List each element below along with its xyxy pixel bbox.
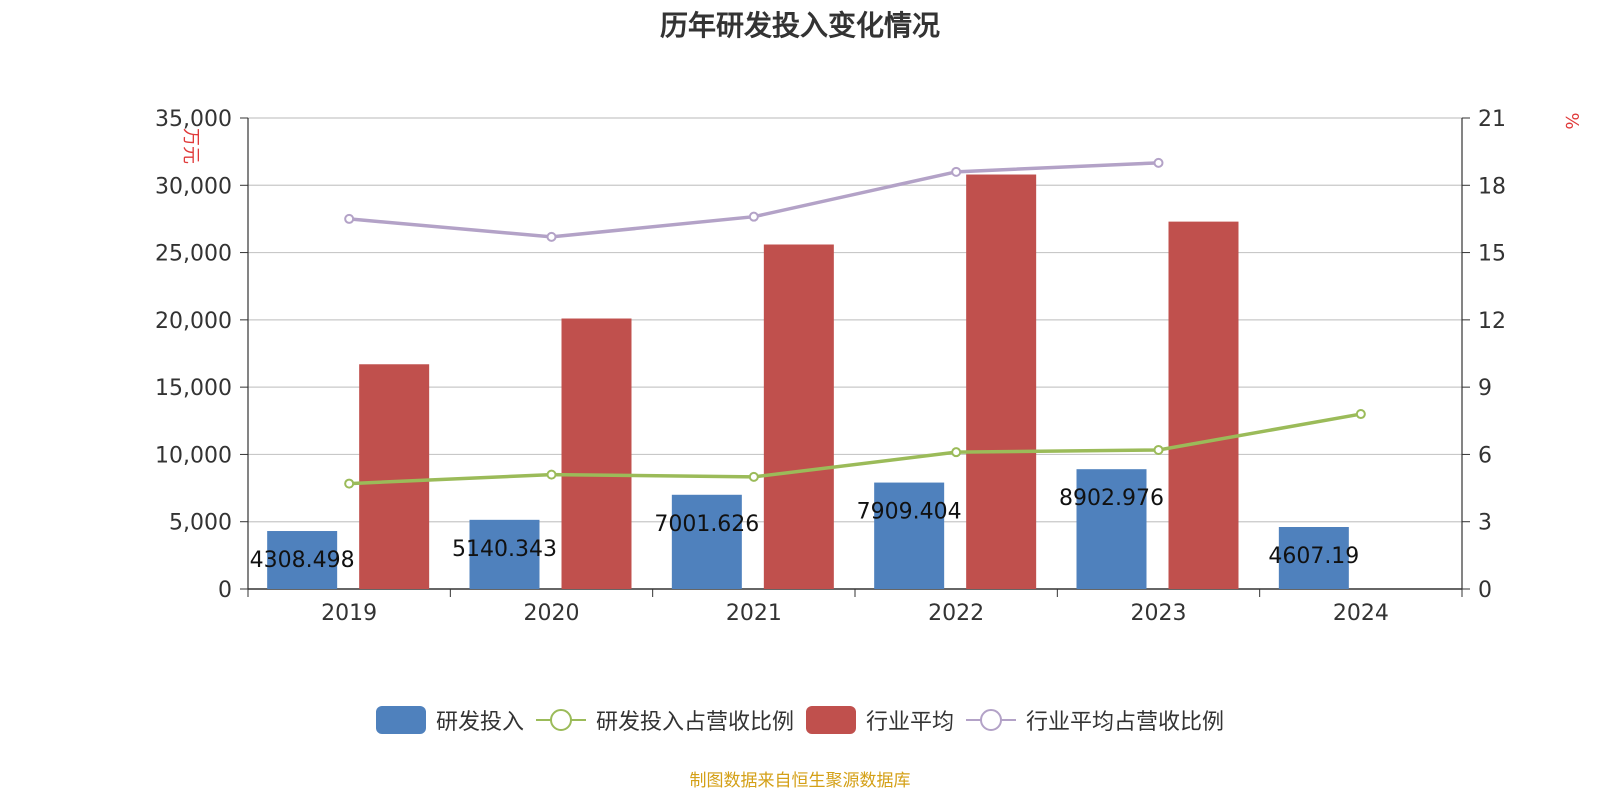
lines xyxy=(344,157,1366,489)
point-industry-ratio[interactable] xyxy=(951,166,962,177)
bar-industry-average[interactable] xyxy=(1168,221,1239,589)
point-rd-ratio[interactable] xyxy=(344,478,355,489)
legend-swatch-industry-average xyxy=(806,706,856,734)
legend-swatch-industry-ratio xyxy=(966,709,1017,731)
point-industry-ratio[interactable] xyxy=(546,231,557,242)
bar-rd-investment[interactable] xyxy=(874,482,945,589)
line-industry-ratio xyxy=(349,161,1159,239)
legend-item-industry-ratio[interactable]: 行业平均占营收比例 xyxy=(966,704,1224,736)
bar-industry-average[interactable] xyxy=(763,244,834,590)
y-right-tick-label: 9 xyxy=(1478,376,1492,401)
legend-label-rd-investment: 研发投入 xyxy=(435,710,524,735)
y-axis-right-label: % xyxy=(1561,112,1582,129)
y-left-tick-label: 20,000 xyxy=(155,309,232,334)
y-left-tick-label: 35,000 xyxy=(155,107,232,132)
y-left-tick-label: 5,000 xyxy=(169,511,232,536)
point-rd-ratio[interactable] xyxy=(546,469,557,480)
bar-data-label: 7909.404 xyxy=(857,500,962,525)
point-rd-ratio[interactable] xyxy=(951,447,962,458)
bar-industry-average[interactable] xyxy=(966,174,1037,589)
legend-swatch-rd-investment xyxy=(375,706,426,734)
legend-item-rd-investment[interactable]: 研发投入 xyxy=(375,704,524,736)
line-rd-ratio xyxy=(349,412,1362,486)
bar-data-label: 4607.19 xyxy=(1268,544,1359,569)
legend-item-rd-ratio[interactable]: 研发投入占营收比例 xyxy=(535,704,794,736)
grid-lines xyxy=(248,117,1462,523)
point-rd-ratio[interactable] xyxy=(748,471,759,482)
y-right-tick-label: 18 xyxy=(1478,174,1506,199)
axes: 0 5,000 10,000 15,000 20,000 25,000 30,000 35,0… xyxy=(155,107,1506,626)
x-tick-label: 2024 xyxy=(1333,601,1389,626)
bar-data-label: 5140.343 xyxy=(452,537,557,562)
bar-data-label: 8902.976 xyxy=(1059,486,1164,511)
bar-data-label: 4308.498 xyxy=(250,548,355,573)
bars xyxy=(267,174,1349,590)
y-right-tick-label: 21 xyxy=(1478,107,1506,132)
bar-rd-investment[interactable] xyxy=(1278,527,1349,589)
y-right-tick-label: 15 xyxy=(1478,242,1506,267)
point-industry-ratio[interactable] xyxy=(344,213,355,224)
legend-label-industry-average: 行业平均 xyxy=(866,710,955,735)
bar-industry-average[interactable] xyxy=(561,318,632,589)
legend: 研发投入 研发投入占营收比例 行业平均 行业平均占营收比例 xyxy=(0,700,1600,740)
y-right-tick-label: 0 xyxy=(1478,578,1492,603)
legend-swatch-rd-ratio xyxy=(535,709,586,731)
x-tick-label: 2023 xyxy=(1131,601,1187,626)
y-right-tick-label: 12 xyxy=(1478,309,1506,334)
bar-rd-investment[interactable] xyxy=(671,494,742,589)
y-left-tick-label: 30,000 xyxy=(155,174,232,199)
chart-title: 历年研发投入变化情况 xyxy=(659,9,940,42)
legend-label-industry-ratio: 行业平均占营收比例 xyxy=(1026,710,1225,735)
x-tick-label: 2020 xyxy=(524,601,580,626)
bar-industry-average[interactable] xyxy=(359,364,430,589)
legend-label-rd-ratio: 研发投入占营收比例 xyxy=(595,710,794,735)
y-left-tick-label: 10,000 xyxy=(155,443,232,468)
y-left-tick-label: 0 xyxy=(218,578,232,603)
point-rd-ratio[interactable] xyxy=(1153,444,1164,455)
x-tick-label: 2019 xyxy=(321,601,377,626)
legend-item-industry-average[interactable]: 行业平均 xyxy=(806,704,954,736)
bar-rd-investment[interactable] xyxy=(469,519,540,589)
x-tick-label: 2022 xyxy=(928,601,984,626)
y-right-tick-label: 3 xyxy=(1478,511,1492,536)
point-rd-ratio[interactable] xyxy=(1355,409,1366,420)
bar-rd-investment[interactable] xyxy=(267,531,338,589)
point-industry-ratio[interactable] xyxy=(748,211,759,222)
source-note: 制图数据来自恒生聚源数据库 xyxy=(689,771,911,791)
point-industry-ratio[interactable] xyxy=(1153,157,1164,168)
y-axis-left-label: 万元 xyxy=(180,128,201,164)
y-right-tick-label: 6 xyxy=(1478,443,1492,468)
y-left-tick-label: 15,000 xyxy=(155,376,232,401)
y-left-tick-label: 25,000 xyxy=(155,242,232,267)
bar-data-label: 7001.626 xyxy=(654,512,759,537)
bar-rd-investment[interactable] xyxy=(1076,469,1147,589)
data-labels: 4308.498 5140.343 7001.626 7909.404 8902.976… xyxy=(250,486,1360,573)
x-tick-label: 2021 xyxy=(726,601,782,626)
